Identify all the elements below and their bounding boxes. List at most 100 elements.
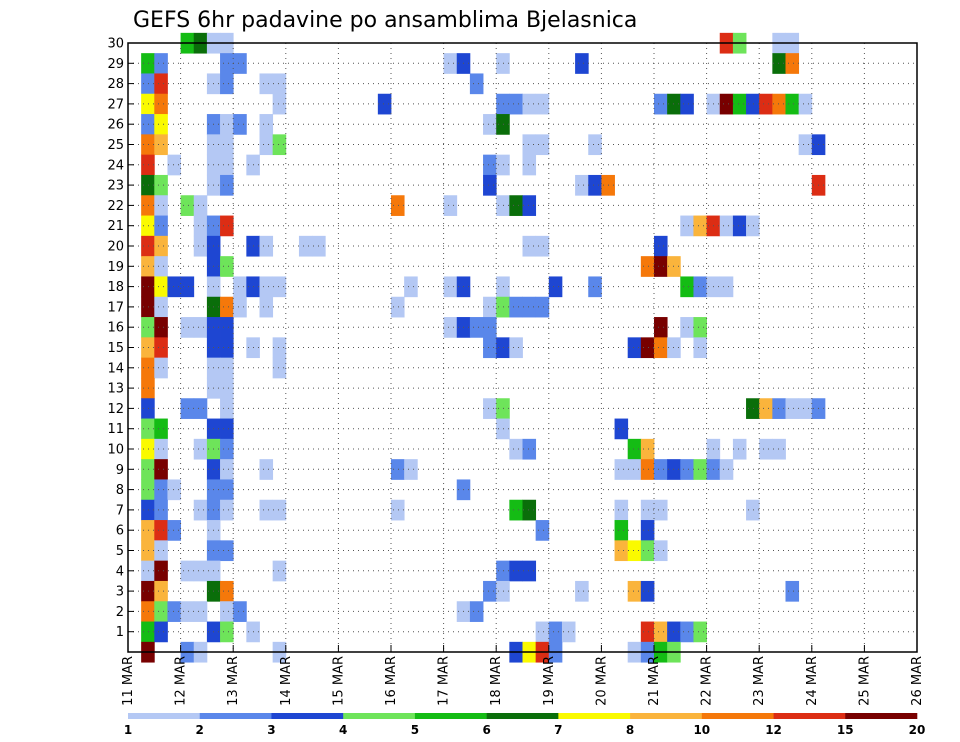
heatmap-cell: [496, 93, 510, 115]
heatmap-cell: [154, 235, 168, 257]
heatmap-cell: [141, 215, 155, 237]
heatmap-cell: [798, 93, 813, 115]
heatmap-cell: [614, 459, 629, 480]
heatmap-cell: [377, 93, 392, 115]
heatmap-cell: [535, 520, 550, 541]
heatmap-cell: [233, 114, 247, 135]
heatmap-cell: [141, 601, 155, 622]
heatmap-cell: [496, 398, 510, 419]
heatmap-cell: [746, 499, 760, 521]
colorbar-labels: 1 2 3 4 5 6 7 8 10 12 15 20: [124, 723, 926, 737]
heatmap-cell: [141, 296, 155, 318]
colorbar-label: 8: [626, 723, 634, 737]
heatmap-cell: [548, 621, 563, 643]
heatmap-cell: [180, 276, 195, 298]
heatmap-cell: [719, 93, 734, 115]
y-tick-label: 27: [107, 97, 124, 112]
heatmap-cell: [193, 560, 208, 582]
heatmap-cell: [654, 256, 668, 277]
heatmap-cell: [680, 276, 694, 298]
y-tick-label: 13: [107, 382, 124, 397]
heatmap-cell: [785, 93, 800, 115]
heatmap-cell: [220, 134, 234, 156]
heatmap-cell: [154, 53, 168, 74]
y-tick-label: 4: [116, 564, 124, 579]
heatmap-cell: [220, 317, 234, 338]
y-tick-label: 19: [107, 260, 124, 275]
heatmap-cell: [522, 560, 537, 582]
heatmap-cell: [654, 317, 668, 338]
heatmap-cell: [220, 377, 234, 399]
heatmap-cell: [496, 418, 510, 440]
heatmap-cell: [614, 520, 629, 541]
x-tick-label: 19 MAR: [542, 656, 557, 706]
colorbar-label: 12: [765, 723, 782, 737]
heatmap-cell: [680, 93, 694, 115]
heatmap-cell: [522, 296, 537, 318]
heatmap-cell: [141, 580, 155, 602]
heatmap-cell: [719, 276, 734, 298]
heatmap-cell: [220, 418, 234, 440]
heatmap-cell: [220, 53, 234, 74]
colorbar-swatch: [199, 713, 272, 719]
heatmap-cell: [575, 580, 589, 602]
heatmap-cell: [141, 377, 155, 399]
heatmap-cell: [522, 499, 537, 521]
heatmap-cell: [785, 398, 800, 419]
heatmap-cell: [141, 621, 155, 643]
heatmap-cell: [154, 459, 168, 480]
heatmap-cell: [154, 195, 168, 216]
heatmap-cell: [509, 560, 523, 582]
heatmap-cell: [154, 601, 168, 622]
heatmap-cell: [627, 459, 642, 480]
heatmap-cell: [614, 540, 629, 562]
heatmap-cell: [220, 601, 234, 622]
heatmap-cell: [443, 276, 458, 298]
heatmap-cell: [496, 114, 510, 135]
heatmap-cell: [167, 276, 181, 298]
y-axis-tick-labels: 1234567891011121314151617181920212223242…: [107, 37, 124, 641]
heatmap-cell: [154, 337, 168, 359]
heatmap-cell: [640, 438, 655, 460]
heatmap-cell: [154, 438, 168, 460]
heatmap-cell: [496, 276, 510, 298]
x-tick-label: 20 MAR: [594, 656, 609, 706]
heatmap-cell: [193, 398, 208, 419]
heatmap-cell: [154, 520, 168, 541]
heatmap-cell: [220, 459, 234, 480]
colorbar-swatch: [773, 713, 846, 719]
heatmap-cell: [141, 317, 155, 338]
heatmap-cell: [220, 357, 234, 379]
heatmap-cell: [443, 195, 458, 216]
heatmap-cell: [154, 73, 168, 95]
y-tick-label: 16: [107, 321, 124, 336]
colorbar-swatch: [486, 713, 559, 719]
heatmap-cell: [154, 560, 168, 582]
heatmap-cell: [220, 479, 234, 501]
heatmap-cell: [220, 580, 234, 602]
heatmap-cell: [272, 276, 287, 298]
heatmap-cell: [509, 93, 523, 115]
colorbar-label: 6: [482, 723, 490, 737]
x-tick-label: 14 MAR: [279, 656, 294, 706]
x-tick-label: 25 MAR: [857, 656, 872, 706]
colorbar-swatch: [701, 713, 774, 719]
heatmap-cell: [483, 398, 497, 419]
heatmap-cell: [298, 235, 313, 257]
heatmap-cell: [509, 337, 523, 359]
heatmap-cell: [154, 499, 168, 521]
heatmap-cell: [193, 499, 208, 521]
heatmap-cell: [154, 621, 168, 643]
heatmap-cell: [404, 459, 418, 480]
heatmap-cell: [259, 499, 274, 521]
colorbar-swatch: [128, 713, 201, 719]
y-tick-label: 1: [116, 625, 124, 640]
y-tick-label: 8: [116, 483, 124, 498]
heatmap-cell: [154, 296, 168, 318]
y-tick-label: 26: [107, 118, 124, 133]
axis-ticks: [127, 42, 918, 652]
colorbar-label: 7: [554, 723, 562, 737]
colorbar-swatch: [630, 713, 703, 719]
heatmap-cell: [193, 317, 208, 338]
heatmap-cell: [141, 540, 155, 562]
